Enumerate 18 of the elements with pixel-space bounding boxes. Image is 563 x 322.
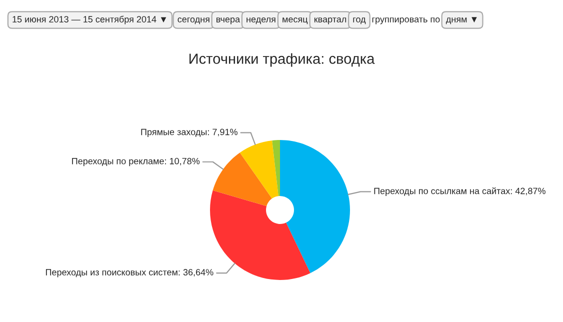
text: неделя (246, 17, 276, 24)
text: месяц (282, 17, 308, 24)
text: квартал (314, 17, 346, 24)
donut-slice (240, 140, 278, 199)
text: вчера (216, 17, 240, 24)
donut-slice (212, 152, 272, 206)
slice-label: Прямые заходы: 7,91% (141, 128, 238, 137)
slice-label: Переходы из поисковых систем: 36,64% (46, 269, 214, 278)
text: группировать по (372, 17, 440, 24)
donut-slice (280, 140, 350, 274)
text: год (353, 17, 366, 24)
slice-label: Переходы по ссылкам на сайтах: 42,87% (374, 187, 546, 196)
slice-label: Переходы по рекламе: 10,78% (72, 158, 200, 166)
donut-slice (272, 140, 280, 196)
text: сегодня (178, 17, 210, 24)
chart-title: Источники трафика: сводка (190, 53, 375, 67)
text: дням ▼ (446, 17, 477, 24)
text: 15 июня 2013 — 15 сентября 2014 ▼ (12, 16, 166, 24)
